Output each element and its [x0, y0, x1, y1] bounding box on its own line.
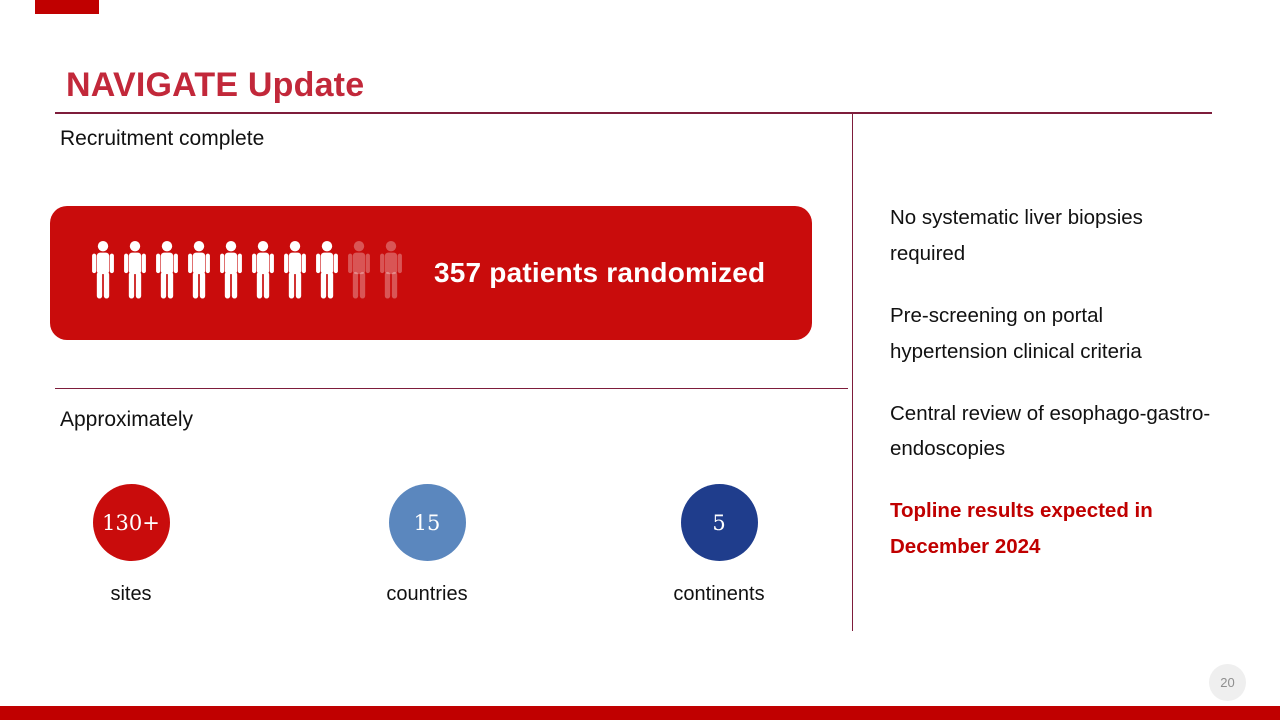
person-icon: [314, 240, 340, 306]
people-icon-row: [90, 240, 404, 306]
section-divider: [55, 388, 848, 389]
vertical-divider: [852, 113, 853, 631]
person-icon: [122, 240, 148, 306]
recruitment-section-label: Recruitment complete: [60, 127, 265, 150]
continents-label: continents: [673, 583, 765, 605]
countries-circle: 15: [388, 484, 466, 561]
person-icon-faded: [346, 240, 372, 306]
person-icon: [90, 240, 116, 306]
detail-biopsies: No systematic liver biopsies required: [890, 206, 1143, 265]
patients-randomized-text: 357 patients randomized: [434, 257, 766, 288]
detail-prescreening: Pre-screening on portal hypertension cli…: [890, 303, 1142, 363]
sites-circle: 130+: [92, 484, 170, 561]
stat-sites: 130+ sites: [41, 484, 221, 606]
sites-label: sites: [110, 583, 152, 605]
title-divider: [55, 112, 1212, 114]
person-icon: [218, 240, 244, 306]
person-icon: [154, 240, 180, 306]
countries-label: countries: [386, 583, 468, 605]
corner-accent-bar: [35, 0, 99, 14]
person-icon: [186, 240, 212, 306]
stat-countries: 15 countries: [337, 484, 517, 606]
detail-central-review: Central review of esophago-gastro-endosc…: [890, 401, 1211, 461]
person-icon-faded: [378, 240, 404, 306]
study-details-panel: No systematic liver biopsies required Pr…: [890, 200, 1212, 591]
stat-continents: 5 continents: [629, 484, 809, 606]
person-icon: [250, 240, 276, 306]
patients-banner: 357 patients randomized: [50, 206, 812, 340]
bottom-accent-bar: [0, 706, 1280, 720]
page-title: NAVIGATE Update: [66, 66, 365, 104]
person-icon: [282, 240, 308, 306]
continents-circle: 5: [680, 484, 758, 561]
approximately-label: Approximately: [60, 408, 194, 431]
page-number-badge: 20: [1209, 664, 1246, 701]
detail-topline-results: Topline results expected in December 202…: [890, 499, 1153, 559]
